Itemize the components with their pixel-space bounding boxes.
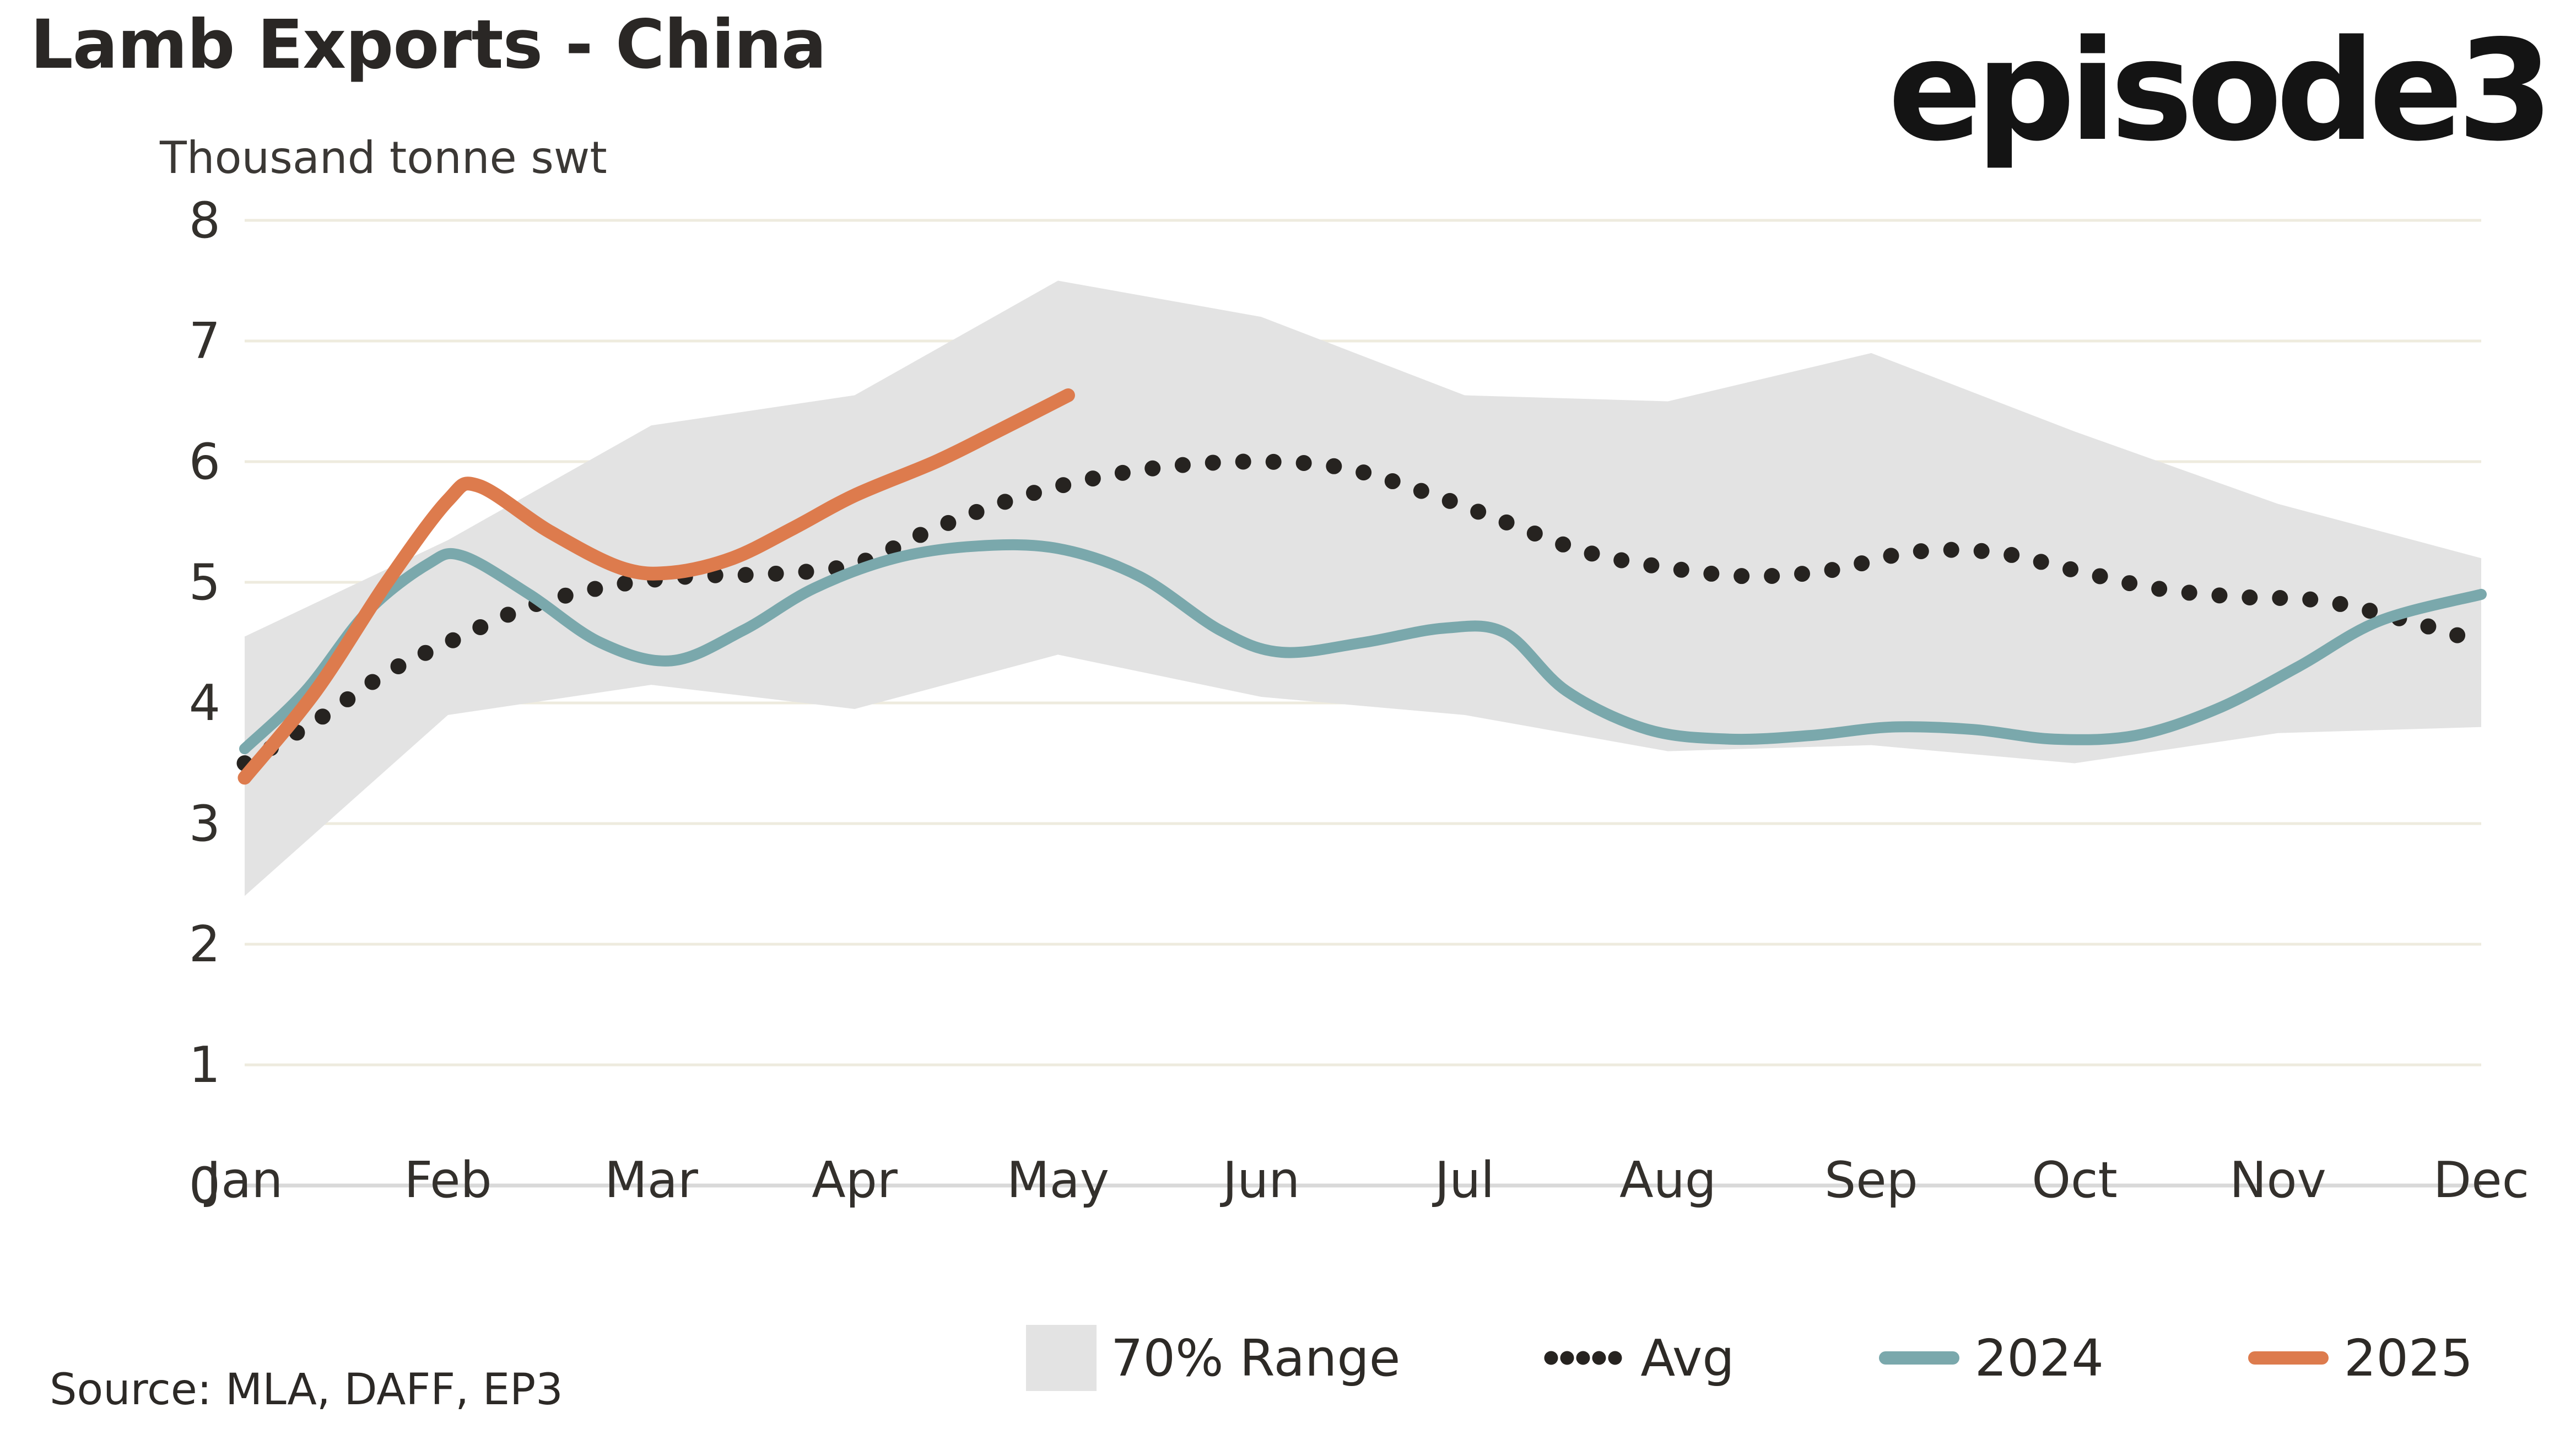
range-band <box>245 280 2481 896</box>
chart-legend: 70% Range Avg 2024 2025 <box>1026 1311 2473 1405</box>
legend-label: Avg <box>1640 1328 1735 1388</box>
orange-line-swatch-icon <box>2248 1351 2329 1365</box>
y-tick-label: 1 <box>188 1036 220 1094</box>
line-2025 <box>237 388 1075 785</box>
legend-item-2024: 2024 <box>1878 1329 2104 1388</box>
legend-item-avg: Avg <box>1543 1328 1735 1388</box>
source-note: Source: MLA, DAFF, EP3 <box>50 1365 563 1415</box>
x-tick-label: Mar <box>604 1151 698 1209</box>
range-band-swatch-icon <box>1026 1325 1097 1391</box>
x-tick-label: Oct <box>2032 1151 2118 1209</box>
teal-line-swatch-icon <box>1878 1351 1959 1365</box>
x-tick-label: Jun <box>1222 1151 1300 1209</box>
y-tick-label: 6 <box>188 432 220 491</box>
x-tick-label: Apr <box>812 1151 898 1209</box>
y-tick-label: 8 <box>188 191 220 250</box>
y-tick-label: 5 <box>188 553 220 611</box>
x-tick-label: Jan <box>206 1151 283 1209</box>
episode3-logo: episode3 <box>1888 10 2553 172</box>
x-tick-label: Aug <box>1619 1151 1716 1209</box>
page-title: Lamb Exports - China <box>30 6 827 84</box>
legend-label: 2024 <box>1974 1328 2104 1388</box>
x-tick-label: Sep <box>1824 1151 1918 1209</box>
legend-label: 70% Range <box>1111 1328 1401 1388</box>
legend-item-range: 70% Range <box>1026 1325 1400 1391</box>
series-lines <box>236 388 2489 785</box>
x-tick-label: Nov <box>2229 1151 2326 1209</box>
y-tick-label: 4 <box>188 674 220 732</box>
dotted-line-swatch-icon <box>1544 1351 1627 1365</box>
avg-line <box>236 453 2489 771</box>
x-tick-label: Dec <box>2433 1151 2530 1209</box>
x-tick-label: Feb <box>404 1151 492 1209</box>
line-2024 <box>239 539 2487 755</box>
x-tick-label: Jul <box>1434 1151 1495 1209</box>
y-tick-label: 3 <box>188 794 220 853</box>
y-tick-label: 7 <box>188 312 220 370</box>
y-tick-label: 2 <box>188 915 220 973</box>
legend-label: 2025 <box>2343 1328 2473 1388</box>
legend-item-2025: 2025 <box>2247 1329 2473 1388</box>
x-tick-label: May <box>1006 1151 1110 1209</box>
y-tick-label: 0 <box>188 1156 220 1215</box>
y-axis-units-label: Thousand tonne swt <box>160 132 607 183</box>
